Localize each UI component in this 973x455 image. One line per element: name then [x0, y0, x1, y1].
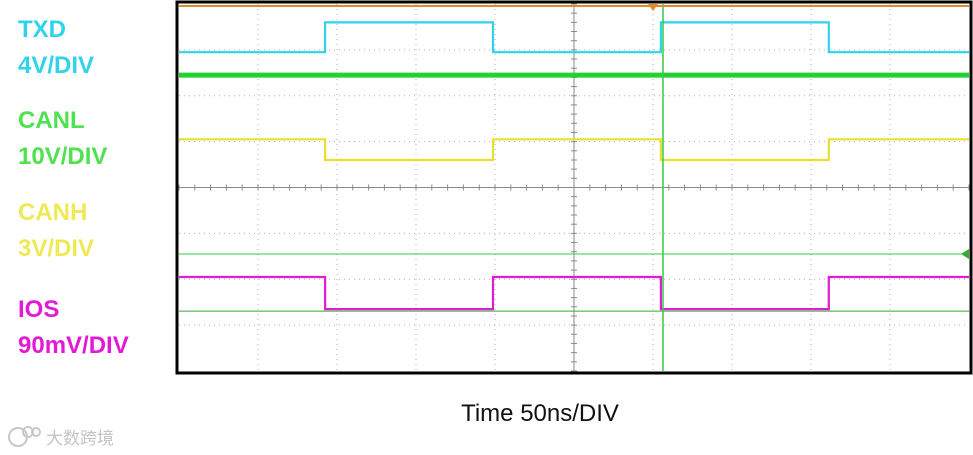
trace-ios: [179, 275, 969, 311]
oscilloscope-screen: [175, 0, 973, 375]
trace-canh: [179, 138, 969, 162]
channel-scale: 90mV/DIV: [18, 332, 129, 359]
channel-label-ios: IOS 90mV/DIV: [18, 292, 129, 364]
channel-label-canl: CANL 10V/DIV: [18, 103, 107, 175]
channel-scale: 10V/DIV: [18, 143, 108, 170]
trace-txd: [179, 21, 969, 54]
x-axis-label: Time 50ns/DIV: [461, 400, 619, 427]
channel-label-txd: TXD 4V/DIV: [18, 12, 94, 84]
watermark-text: 大数跨境: [46, 429, 114, 449]
channel-scale: 4V/DIV: [18, 52, 95, 79]
channel-label-canh: CANH 3V/DIV: [18, 195, 94, 267]
channel-scale: 3V/DIV: [18, 235, 95, 262]
traces: [179, 21, 969, 311]
channel-name: CANH: [18, 199, 88, 226]
trigger-level-marker: [961, 249, 969, 260]
channel-name: IOS: [18, 296, 60, 323]
trigger-position-marker: [648, 4, 658, 11]
markers: [179, 4, 969, 371]
watermark-logo: 大数跨境: [8, 426, 114, 449]
channel-name: CANL: [18, 107, 85, 134]
channel-name: TXD: [18, 16, 66, 43]
